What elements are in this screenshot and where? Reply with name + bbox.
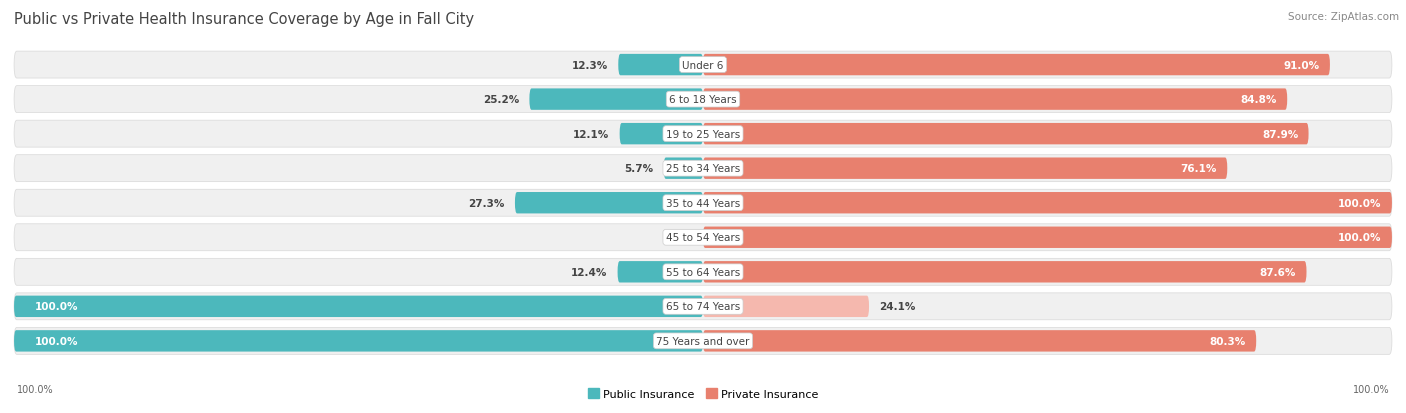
Text: Under 6: Under 6 [682, 60, 724, 70]
Text: 12.1%: 12.1% [574, 129, 609, 139]
Text: 76.1%: 76.1% [1181, 164, 1218, 174]
FancyBboxPatch shape [14, 121, 1392, 148]
Text: 6 to 18 Years: 6 to 18 Years [669, 95, 737, 105]
FancyBboxPatch shape [14, 330, 703, 352]
FancyBboxPatch shape [14, 52, 1392, 79]
FancyBboxPatch shape [530, 89, 703, 111]
Text: 100.0%: 100.0% [17, 385, 53, 394]
Legend: Public Insurance, Private Insurance: Public Insurance, Private Insurance [583, 384, 823, 404]
FancyBboxPatch shape [14, 155, 1392, 182]
Text: 100.0%: 100.0% [35, 336, 79, 346]
Text: 25.2%: 25.2% [482, 95, 519, 105]
Text: 19 to 25 Years: 19 to 25 Years [666, 129, 740, 139]
FancyBboxPatch shape [703, 55, 1330, 76]
Text: 100.0%: 100.0% [1339, 233, 1382, 243]
Text: 25 to 34 Years: 25 to 34 Years [666, 164, 740, 174]
FancyBboxPatch shape [620, 123, 703, 145]
FancyBboxPatch shape [14, 259, 1392, 285]
Text: 45 to 54 Years: 45 to 54 Years [666, 233, 740, 243]
Text: 55 to 64 Years: 55 to 64 Years [666, 267, 740, 277]
Text: 75 Years and over: 75 Years and over [657, 336, 749, 346]
Text: 100.0%: 100.0% [1353, 385, 1389, 394]
FancyBboxPatch shape [14, 296, 703, 317]
FancyBboxPatch shape [703, 89, 1288, 111]
Text: 12.4%: 12.4% [571, 267, 607, 277]
Text: 12.3%: 12.3% [572, 60, 607, 70]
Text: 100.0%: 100.0% [1339, 198, 1382, 208]
Text: 27.3%: 27.3% [468, 198, 505, 208]
FancyBboxPatch shape [14, 293, 1392, 320]
Text: 80.3%: 80.3% [1209, 336, 1246, 346]
FancyBboxPatch shape [703, 158, 1227, 180]
Text: 24.1%: 24.1% [879, 301, 915, 311]
FancyBboxPatch shape [14, 190, 1392, 217]
FancyBboxPatch shape [14, 86, 1392, 113]
Text: 65 to 74 Years: 65 to 74 Years [666, 301, 740, 311]
FancyBboxPatch shape [515, 192, 703, 214]
FancyBboxPatch shape [617, 261, 703, 283]
FancyBboxPatch shape [703, 123, 1309, 145]
Text: 100.0%: 100.0% [35, 301, 79, 311]
FancyBboxPatch shape [703, 192, 1392, 214]
Text: 5.7%: 5.7% [624, 164, 654, 174]
FancyBboxPatch shape [619, 55, 703, 76]
FancyBboxPatch shape [14, 328, 1392, 354]
FancyBboxPatch shape [703, 296, 869, 317]
Text: 87.6%: 87.6% [1260, 267, 1296, 277]
Text: Source: ZipAtlas.com: Source: ZipAtlas.com [1288, 12, 1399, 22]
Text: 35 to 44 Years: 35 to 44 Years [666, 198, 740, 208]
FancyBboxPatch shape [664, 158, 703, 180]
FancyBboxPatch shape [703, 261, 1306, 283]
Text: 87.9%: 87.9% [1263, 129, 1298, 139]
FancyBboxPatch shape [703, 330, 1256, 352]
Text: Public vs Private Health Insurance Coverage by Age in Fall City: Public vs Private Health Insurance Cover… [14, 12, 474, 27]
Text: 84.8%: 84.8% [1240, 95, 1277, 105]
Text: 91.0%: 91.0% [1284, 60, 1320, 70]
FancyBboxPatch shape [14, 224, 1392, 251]
FancyBboxPatch shape [703, 227, 1392, 248]
